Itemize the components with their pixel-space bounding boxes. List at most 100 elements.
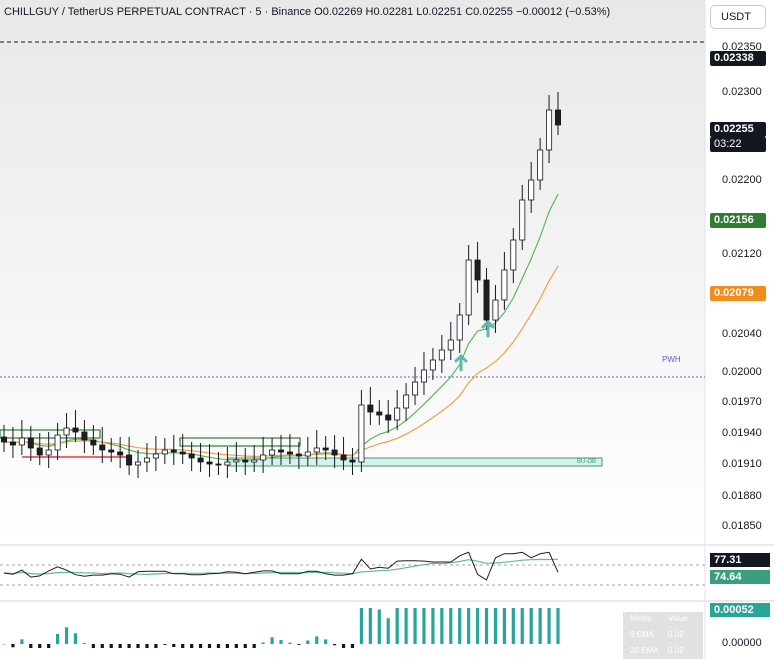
candle-body — [510, 239, 517, 271]
candle-body — [429, 359, 436, 371]
histogram-bar — [109, 644, 113, 648]
histogram-bar — [324, 639, 328, 644]
histogram-bar — [234, 644, 238, 648]
signal-arrows — [454, 319, 495, 372]
value-header: Value — [668, 614, 688, 623]
candle-body — [9, 441, 16, 446]
rsi-line — [3, 551, 559, 581]
histogram-bar — [475, 608, 480, 644]
candle-body — [277, 449, 284, 453]
histogram-bar — [529, 608, 533, 644]
candle-body — [447, 339, 454, 351]
candle-body — [313, 447, 320, 453]
histogram-bar — [20, 639, 24, 644]
price-axis-label: 0.02350 — [722, 41, 762, 53]
histogram-bar — [216, 644, 221, 648]
price-axis-label: 0.02300 — [722, 86, 762, 98]
candle-body — [286, 451, 293, 455]
candle-body — [376, 411, 383, 416]
candle-body — [340, 454, 347, 461]
histogram-bar — [538, 608, 542, 644]
candle-body — [483, 279, 490, 321]
histogram-bar — [502, 608, 506, 644]
histogram-bar — [404, 608, 408, 644]
histogram-bar — [207, 644, 212, 648]
candle-body — [412, 381, 419, 396]
histogram-bar — [163, 644, 167, 645]
candle-body — [179, 451, 186, 455]
candle-body — [81, 431, 88, 441]
pwh-label: PWH — [662, 355, 681, 364]
candle-body — [474, 259, 481, 281]
candle-body — [304, 451, 311, 457]
rsi-ma-tag: 74.64 — [710, 570, 770, 584]
price-axis-label: 0.01940 — [722, 427, 762, 439]
candle-body — [143, 457, 150, 463]
candle-body — [72, 427, 79, 433]
price-axis-label: 0.01910 — [722, 458, 762, 470]
candle-body — [331, 449, 338, 456]
histogram-bar — [118, 644, 122, 648]
histogram-bar — [243, 644, 247, 648]
candle-body — [152, 453, 159, 459]
price-axis-label: 0.01850 — [722, 520, 762, 532]
symbol-header[interactable]: CHILLGUY / TetherUS PERPETUAL CONTRACT ·… — [4, 6, 611, 18]
candle-body — [438, 349, 445, 361]
candle-body — [135, 461, 142, 466]
candle-body — [188, 453, 195, 459]
candle-body — [0, 436, 7, 443]
candle-body — [519, 199, 526, 241]
histogram-bar — [458, 608, 462, 644]
histogram-bar — [440, 608, 444, 644]
histogram-bar — [359, 608, 364, 644]
histogram-bar — [127, 644, 131, 648]
metric-header: Metric — [630, 614, 652, 623]
candle-body — [367, 404, 374, 413]
candle-body — [233, 459, 240, 463]
candle-body — [501, 269, 508, 301]
last-price-tag: 0.02255 — [710, 122, 766, 137]
histogram-bar — [56, 633, 60, 644]
candle-body — [18, 437, 25, 446]
candle-body — [161, 449, 168, 455]
histogram-bar — [395, 608, 399, 644]
currency-button[interactable]: USDT — [710, 5, 766, 29]
histogram-bar — [154, 644, 158, 648]
histogram-bar — [82, 642, 87, 644]
rsi-pane — [0, 551, 705, 586]
rsi-ma-line — [3, 558, 559, 576]
histogram-bar — [306, 640, 310, 644]
histogram-bar — [422, 608, 426, 644]
metric-value: 0.02 — [668, 646, 684, 655]
histogram-bar — [297, 644, 301, 645]
histogram-pane — [2, 608, 560, 648]
candle-body — [260, 454, 267, 461]
price-axis-label: 0.02120 — [722, 248, 762, 260]
candle-body — [126, 454, 133, 466]
consolidation-box — [179, 437, 301, 447]
histogram-bar — [2, 644, 6, 645]
consolidation-box-left — [0, 429, 101, 439]
histogram-bar — [64, 627, 69, 644]
candle-body — [27, 437, 34, 449]
histogram-bar — [493, 608, 498, 644]
histogram-bar — [377, 609, 381, 644]
candle-body — [528, 179, 535, 201]
price-axis-label: 0.02040 — [722, 328, 762, 340]
histogram-bar — [145, 644, 149, 648]
candle-body — [385, 414, 392, 421]
price-axis-label: 0.01970 — [722, 396, 762, 408]
hist-zero-label: 0.00000 — [722, 637, 762, 649]
candle-body — [269, 449, 276, 456]
candle-body — [322, 447, 329, 451]
histogram-bar — [467, 608, 471, 644]
price-axis-label: 0.01880 — [722, 490, 762, 502]
histogram-bar — [547, 608, 551, 644]
histogram-bar — [350, 644, 355, 648]
candle-body — [465, 259, 472, 316]
candles — [0, 92, 562, 478]
histogram-bar — [261, 642, 265, 644]
bullish-order-block — [227, 457, 603, 467]
